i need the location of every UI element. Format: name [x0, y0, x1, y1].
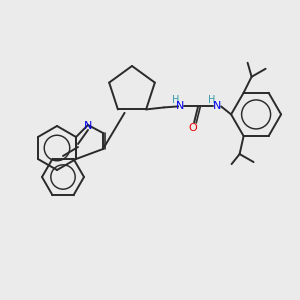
Text: O: O	[189, 123, 197, 134]
Text: H: H	[208, 95, 216, 105]
Text: N: N	[84, 121, 92, 131]
Text: H: H	[172, 95, 180, 105]
Text: N: N	[176, 101, 184, 111]
Text: N: N	[213, 101, 221, 111]
